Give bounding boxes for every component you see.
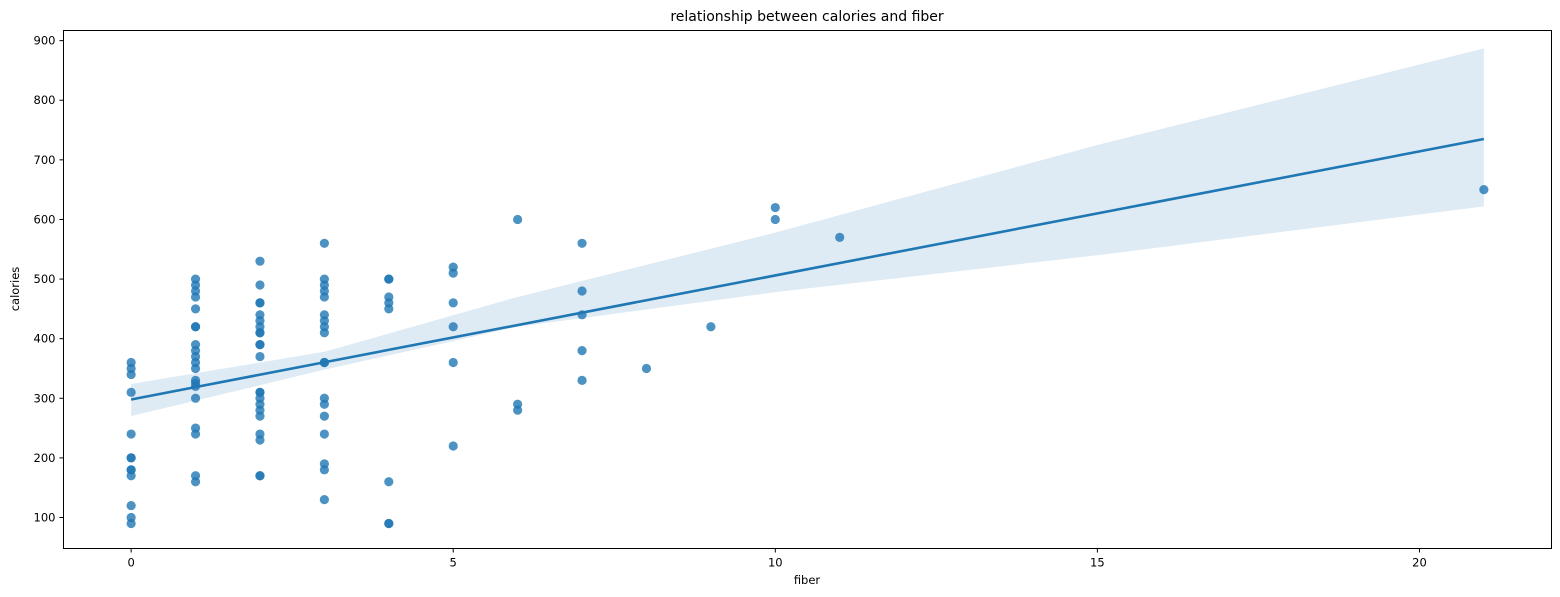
y-tick-label: 100: [34, 511, 56, 525]
data-point: [319, 465, 329, 475]
data-point: [126, 387, 136, 397]
data-point: [384, 477, 394, 487]
confidence-band-layer: [131, 48, 1484, 417]
data-point: [126, 518, 136, 529]
data-point: [513, 214, 523, 225]
data-point: [190, 292, 201, 302]
data-point: [190, 363, 201, 374]
data-point: [190, 322, 201, 332]
y-tick-label: 400: [34, 332, 56, 346]
data-point: [319, 292, 329, 302]
regression-line-layer: [130, 137, 1485, 401]
data-point: [126, 500, 136, 511]
data-point: [384, 518, 394, 529]
data-point: [641, 363, 652, 374]
y-tick-label: 900: [34, 34, 56, 48]
x-axis-label: fiber: [794, 573, 821, 587]
y-tick-label: 300: [34, 391, 56, 405]
data-point: [384, 274, 394, 284]
data-point: [319, 399, 329, 409]
x-tick-label: 5: [450, 556, 457, 570]
data-point: [835, 232, 845, 242]
data-point: [190, 304, 201, 314]
data-point: [577, 238, 587, 248]
data-point: [319, 495, 329, 505]
data-point: [448, 268, 458, 278]
data-point: [126, 471, 136, 481]
data-point: [255, 328, 265, 338]
y-tick-label: 600: [34, 212, 56, 226]
data-point: [319, 328, 329, 338]
data-point: [448, 357, 458, 368]
data-point: [770, 214, 780, 225]
data-point: [577, 375, 587, 386]
x-axis: 0 5 10 15 20: [127, 548, 1427, 570]
regression-line: [130, 137, 1485, 401]
data-point: [577, 286, 587, 296]
y-tick-label: 800: [34, 93, 56, 107]
data-point: [513, 405, 523, 415]
data-point: [255, 351, 265, 362]
data-point: [319, 429, 329, 439]
data-point: [190, 477, 201, 487]
data-point: [319, 238, 329, 248]
data-point: [448, 298, 458, 308]
y-tick-label: 200: [34, 451, 56, 465]
data-point: [126, 453, 136, 463]
data-point: [706, 322, 716, 332]
x-tick-label: 0: [127, 556, 134, 570]
x-tick-label: 10: [768, 556, 783, 570]
data-point: [126, 429, 136, 439]
data-point: [577, 345, 587, 356]
data-point: [255, 256, 265, 266]
data-point: [255, 298, 265, 308]
y-tick-label: 700: [34, 153, 56, 167]
data-point: [255, 471, 265, 481]
data-point: [190, 429, 201, 439]
x-tick-label: 20: [1412, 556, 1427, 570]
y-axis: 100 200 300 400 500 600 700 800 900: [34, 34, 64, 525]
data-point: [255, 411, 265, 421]
data-point: [448, 322, 458, 332]
data-point: [770, 202, 780, 213]
confidence-band: [131, 48, 1484, 417]
data-point: [255, 435, 265, 445]
data-point: [255, 280, 265, 290]
data-point: [448, 441, 458, 451]
data-point: [255, 340, 265, 350]
y-axis-label: calories: [8, 267, 22, 312]
data-point: [126, 369, 136, 380]
data-point: [319, 411, 329, 421]
data-point: [1479, 185, 1489, 195]
plot-frame: [63, 30, 1552, 549]
scatter-points: [126, 185, 1489, 529]
data-point: [384, 304, 394, 314]
y-tick-label: 500: [34, 272, 56, 286]
data-point: [190, 393, 201, 403]
x-tick-label: 15: [1090, 556, 1105, 570]
chart-title: relationship between calories and fiber: [670, 9, 944, 25]
